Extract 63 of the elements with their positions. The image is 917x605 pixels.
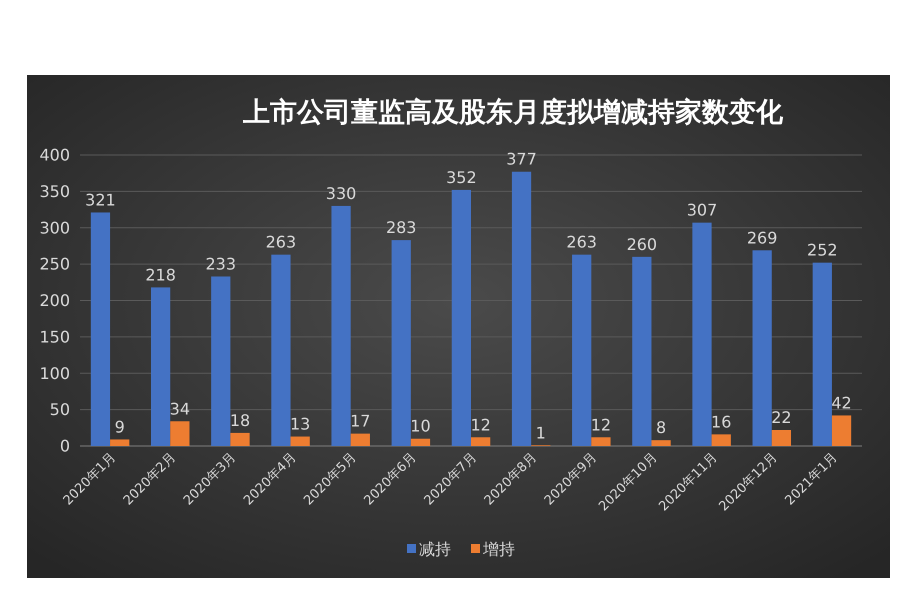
- data-label: 12: [590, 415, 612, 434]
- bar: [651, 440, 671, 446]
- bar: [150, 287, 170, 446]
- y-tick-label: 50: [50, 400, 70, 420]
- y-tick-label: 150: [39, 327, 70, 346]
- data-label: 42: [831, 393, 852, 412]
- bar: [392, 240, 411, 446]
- data-label: 263: [266, 232, 296, 252]
- bar: [90, 212, 110, 446]
- bar: [692, 222, 712, 446]
- bar: [452, 190, 471, 446]
- y-tick-label: 100: [39, 364, 70, 383]
- data-label: 16: [711, 412, 732, 432]
- y-tick-label: 0: [60, 436, 70, 456]
- data-label: 352: [446, 168, 477, 187]
- chart-title: 上市公司董监高及股东月度拟增减持家数变化: [242, 97, 784, 128]
- legend-label: 减持: [419, 540, 451, 559]
- y-tick-label: 350: [39, 182, 70, 201]
- bar: [471, 437, 490, 446]
- data-label: 17: [350, 412, 370, 431]
- y-tick-label: 300: [39, 218, 70, 238]
- data-label: 22: [771, 408, 792, 427]
- data-label: 283: [386, 218, 416, 238]
- data-label: 269: [746, 228, 778, 248]
- data-label: 9: [114, 417, 125, 436]
- data-label: 8: [656, 418, 666, 438]
- data-label: 18: [230, 410, 250, 430]
- bar: [331, 206, 351, 446]
- data-label: 377: [506, 150, 537, 169]
- data-label: 1: [536, 423, 546, 442]
- bar: [812, 262, 832, 446]
- bar: [271, 254, 291, 446]
- bar: [410, 438, 430, 446]
- bar: [712, 434, 731, 446]
- data-label: 10: [410, 416, 431, 436]
- data-label: 12: [470, 415, 491, 434]
- legend-label: 增持: [482, 540, 515, 559]
- bar: [832, 415, 852, 446]
- bar: [350, 434, 370, 446]
- data-label: 34: [170, 399, 190, 418]
- bar: [290, 436, 310, 446]
- data-label: 260: [626, 234, 658, 254]
- data-label: 252: [807, 240, 838, 260]
- bar: [170, 421, 190, 446]
- bar: [512, 172, 532, 446]
- data-label: 218: [145, 265, 176, 284]
- data-label: 330: [326, 184, 356, 203]
- bar: [572, 254, 592, 446]
- data-label: 233: [205, 254, 236, 274]
- bar: [752, 250, 772, 446]
- bar: [772, 430, 792, 446]
- bar: [632, 256, 652, 446]
- bar: [211, 276, 230, 446]
- data-label: 13: [290, 414, 310, 434]
- y-tick-label: 250: [39, 254, 70, 274]
- bar: [591, 437, 611, 446]
- y-tick-label: 200: [39, 291, 70, 310]
- y-tick-label: 400: [39, 146, 70, 165]
- data-label: 321: [85, 190, 116, 210]
- data-label: 263: [566, 232, 597, 252]
- data-label: 307: [686, 200, 718, 220]
- bar: [110, 439, 130, 446]
- bar: [230, 432, 250, 446]
